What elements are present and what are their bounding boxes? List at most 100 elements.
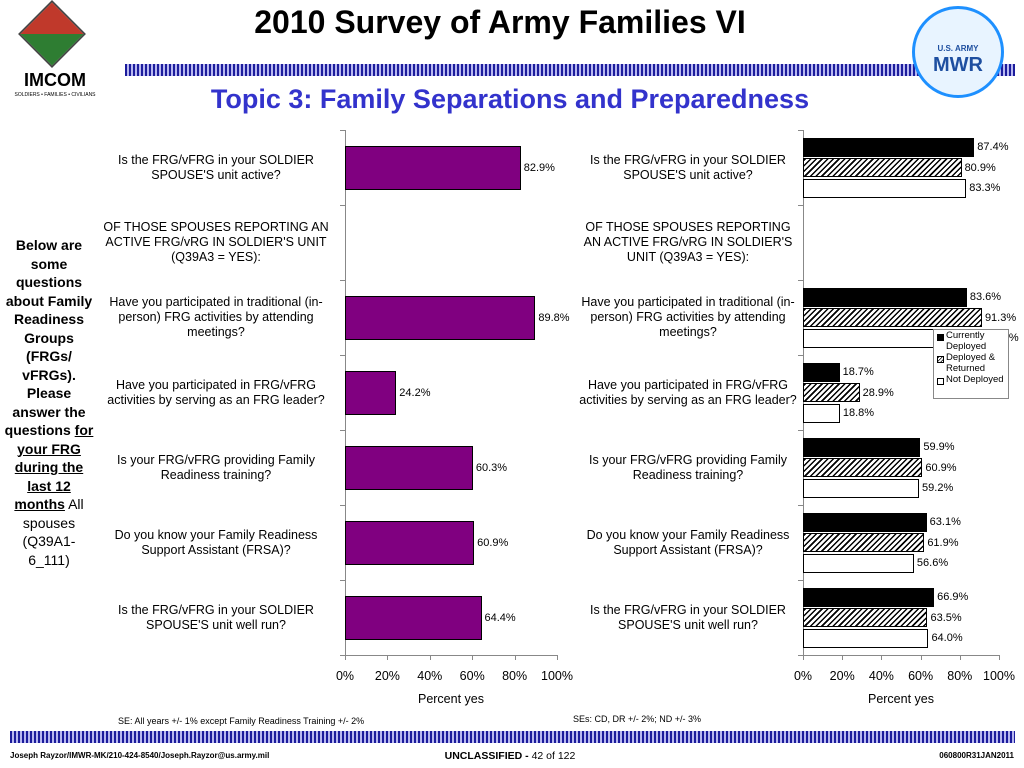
category-label: Have you participated in FRG/vFRG activi… <box>107 377 325 407</box>
x-axis-title: Percent yes <box>417 692 484 706</box>
legend-label: Not Deployed <box>946 373 1004 385</box>
category-label: Is your FRG/vFRG providing Family Readin… <box>117 452 315 482</box>
value-label: 28.9% <box>862 386 894 399</box>
x-tick <box>557 655 558 660</box>
x-tick <box>959 655 961 660</box>
value-label: 66.9% <box>937 591 969 603</box>
y-tick <box>798 655 803 656</box>
x-tick-label: 80% <box>947 669 973 683</box>
category-label: Have you participated in traditional (in… <box>581 295 795 339</box>
y-tick <box>340 430 345 431</box>
x-tick <box>429 655 431 660</box>
category-label: Is the FRG/vFRG in your SOLDIER SPOUSE'S… <box>118 602 314 632</box>
bar <box>803 553 914 573</box>
side-underlined: for your FRG during the last 12 months <box>14 422 94 512</box>
bar <box>803 137 975 157</box>
x-tick-label: 0% <box>793 669 813 683</box>
y-tick <box>798 280 803 281</box>
y-tick <box>798 205 803 206</box>
x-tick <box>514 655 516 660</box>
mwr-text: MWR <box>933 54 983 76</box>
x-axis <box>803 655 999 656</box>
value-label: 87.4% <box>977 141 1009 153</box>
x-tick-label: 100% <box>983 669 1015 683</box>
bar <box>345 295 536 340</box>
value-label: 60.3% <box>475 461 508 474</box>
x-tick <box>920 655 922 660</box>
bar <box>803 158 962 177</box>
value-label: 80.9% <box>964 161 996 174</box>
category-label: OF THOSE SPOUSES REPORTING AN ACTIVE FRG… <box>103 220 329 264</box>
legend <box>933 328 1009 399</box>
x-tick-label: 0% <box>335 669 355 683</box>
category-label: Do you know your Family Readiness Suppor… <box>586 527 790 557</box>
legend-swatch <box>937 333 944 341</box>
bar <box>803 178 967 198</box>
bar <box>803 437 921 457</box>
bar <box>803 478 920 498</box>
imcom-logo <box>18 0 86 68</box>
x-tick <box>345 655 346 660</box>
legend-swatch <box>937 377 944 385</box>
x-tick-label: 40% <box>868 669 894 683</box>
x-tick <box>842 655 844 660</box>
mwr-top: U.S. ARMY <box>937 44 979 53</box>
y-tick <box>798 355 803 356</box>
x-tick-label: 60% <box>908 669 934 683</box>
x-tick <box>472 655 474 660</box>
value-label: 63.5% <box>930 611 962 624</box>
value-label: 83.6% <box>969 291 1002 303</box>
y-tick <box>798 505 803 506</box>
x-axis-title: Percent yes <box>867 692 934 706</box>
value-label: 18.7% <box>842 366 874 378</box>
bar <box>345 520 475 565</box>
value-label: 24.2% <box>399 386 431 399</box>
y-tick <box>798 580 803 581</box>
value-label: 63.1% <box>929 516 961 528</box>
value-label: 91.3% <box>984 311 1017 324</box>
x-tick <box>803 655 804 660</box>
value-label: 59.2% <box>922 482 954 494</box>
category-label: Have you participated in FRG/vFRG activi… <box>579 377 797 407</box>
y-tick <box>798 430 803 431</box>
value-label: 64.4% <box>484 611 516 624</box>
bottom-band <box>10 731 1015 743</box>
footer-page: 42 of 122 <box>531 750 576 762</box>
note: SEs: CD, DR +/- 2%; ND +/- 3% <box>573 714 702 724</box>
bar <box>803 287 967 307</box>
logo-text: IMCOM <box>24 70 86 90</box>
bar <box>803 458 923 477</box>
value-label: 61.9% <box>927 536 959 549</box>
x-tick <box>881 655 883 660</box>
legend-label: Currently Deployed <box>946 329 987 352</box>
bar <box>345 370 397 415</box>
footer-class: UNCLASSIFIED - 42 of 122 <box>380 750 640 762</box>
x-tick-label: 20% <box>374 669 400 683</box>
logo-tag: SOLDIERS • FAMILIES • CIVILIANS <box>14 92 96 98</box>
y-tick <box>340 580 345 581</box>
category-label: Is your FRG/vFRG providing Family Readin… <box>589 452 787 482</box>
value-label: 82.9% <box>523 161 555 174</box>
side-bold: Below are some questions about Family Re… <box>4 237 93 438</box>
y-tick <box>798 130 803 131</box>
value-label: 60.9% <box>477 536 509 549</box>
bar <box>345 445 473 490</box>
bar <box>803 587 935 607</box>
y-tick <box>340 130 345 131</box>
x-tick <box>387 655 389 660</box>
bar <box>803 362 840 382</box>
bar <box>803 628 929 648</box>
category-label: Do you know your Family Readiness Suppor… <box>114 527 318 557</box>
legend-label: Deployed & Returned <box>946 351 996 374</box>
x-axis <box>345 655 557 656</box>
bar <box>803 383 860 402</box>
title: 2010 Survey of Army Families VI <box>254 4 746 40</box>
category-label: Is the FRG/vFRG in your SOLDIER SPOUSE'S… <box>590 602 786 632</box>
category-label: Is the FRG/vFRG in your SOLDIER SPOUSE'S… <box>590 152 786 182</box>
footer-contact: Joseph Rayzor/IMWR-MK/210-424-8540/Josep… <box>10 751 270 760</box>
x-tick-label: 40% <box>417 669 443 683</box>
footer-code: 060800R31JAN2011 <box>939 751 1014 760</box>
x-tick-label: 80% <box>502 669 528 683</box>
y-tick <box>340 505 345 506</box>
